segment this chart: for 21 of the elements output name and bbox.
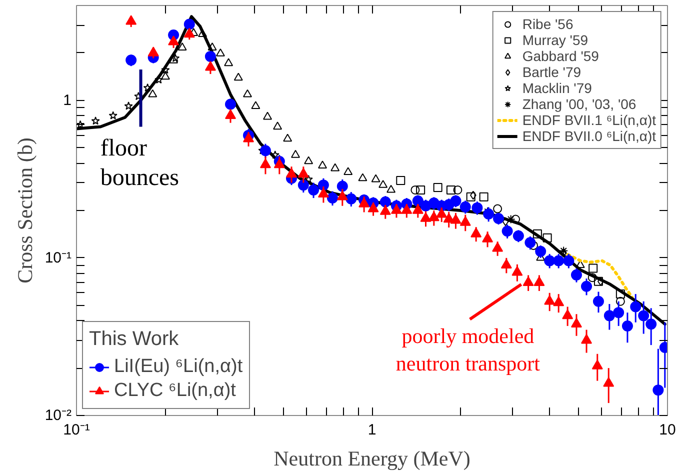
annotation: floor bounces xyxy=(100,135,180,192)
y-tick-label: 1 xyxy=(63,92,72,109)
legend-label: CLYC ⁶Li(n,α)t xyxy=(114,380,236,402)
legend-label: LiI(Eu) ⁶Li(n,α)t xyxy=(114,356,243,378)
x-tick-label: 10 xyxy=(659,422,676,438)
x-tick-label: 10⁻¹ xyxy=(63,422,90,438)
legend-label: ENDF BVII.1 ⁶Li(n,α)t xyxy=(522,112,656,128)
legend-label: Gabbard '59 xyxy=(522,48,599,64)
legend-label: Murray '59 xyxy=(522,32,588,48)
y-axis-title: Cross Section (b) xyxy=(12,138,37,284)
annotation: poorly modeled neutron transport xyxy=(396,324,540,376)
legend-label: ENDF BVII.0 ⁶Li(n,α)t xyxy=(522,128,656,144)
x-tick-label: 1 xyxy=(368,422,376,438)
legend-label: Macklin '79 xyxy=(522,80,592,96)
legend-label: Zhang '00, '03, '06 xyxy=(522,96,636,112)
legend-label: Bartle '79 xyxy=(522,64,582,80)
legend-title: This Work xyxy=(89,328,180,351)
x-axis-title: Neutron Energy (MeV) xyxy=(274,446,470,470)
y-tick-label: 10⁻¹ xyxy=(44,249,72,266)
y-tick-label: 10⁻² xyxy=(44,407,72,424)
legend-label: Ribe '56 xyxy=(522,16,574,32)
